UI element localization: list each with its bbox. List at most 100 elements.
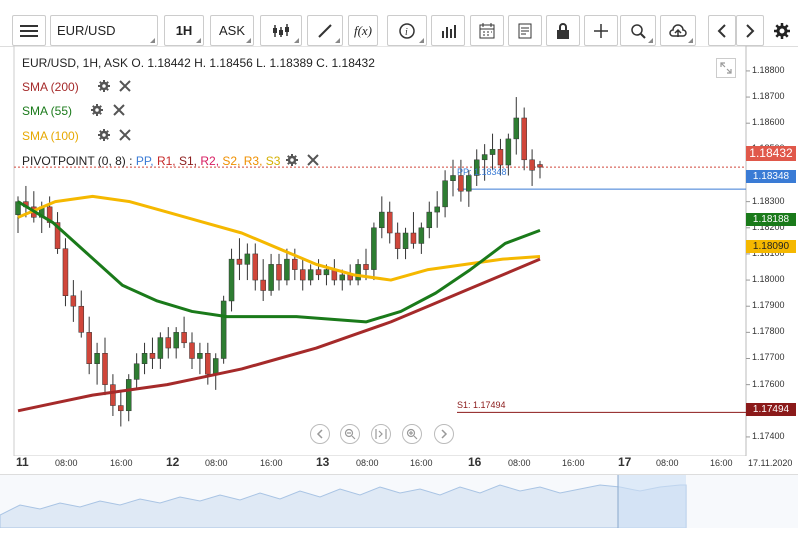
zoom-icon xyxy=(631,23,646,39)
s1-line-label: S1: 1.17494 xyxy=(457,400,506,410)
pivot-legend[interactable]: PIVOTPOINT (0, 8) : PP, R1, S1, R2, S2, … xyxy=(22,154,319,169)
candle-body xyxy=(497,149,504,166)
candle-body xyxy=(70,295,77,307)
candle-body xyxy=(426,211,433,229)
lock-button[interactable] xyxy=(546,15,580,46)
navigator-chart[interactable] xyxy=(0,475,798,529)
calendar-button[interactable] xyxy=(470,15,504,46)
time-tick: 08:00 xyxy=(656,458,679,468)
close-icon[interactable] xyxy=(307,154,319,169)
indicators-button[interactable]: f(x) xyxy=(348,15,378,46)
pivot-pp: PP, xyxy=(135,154,154,168)
candle-body xyxy=(236,258,243,265)
candle-body xyxy=(489,149,496,155)
candle-body xyxy=(54,222,61,249)
time-tick: 08:00 xyxy=(205,458,228,468)
candle-body xyxy=(481,154,488,161)
candle-body xyxy=(363,264,369,270)
sma55-legend[interactable]: SMA (55) xyxy=(22,104,125,119)
time-tick: 16:00 xyxy=(710,458,733,468)
symbol-selector[interactable]: EUR/USD xyxy=(50,15,158,46)
volume-button[interactable] xyxy=(431,15,465,46)
scroll-next-button[interactable] xyxy=(736,15,764,46)
candle-body xyxy=(529,159,535,171)
last-price-tag: 1.18432 xyxy=(746,146,796,161)
fullscreen-icon[interactable] xyxy=(716,58,736,78)
time-tick: 16:00 xyxy=(410,458,433,468)
next-icon xyxy=(746,23,755,38)
pp-price-tag: 1.18348 xyxy=(746,170,796,183)
candle-body xyxy=(371,227,377,270)
candle-body xyxy=(244,253,251,265)
gear-icon[interactable] xyxy=(91,104,104,119)
pan-right-button[interactable] xyxy=(434,424,454,444)
share-button[interactable] xyxy=(660,15,696,46)
draw-button[interactable] xyxy=(307,15,343,46)
close-icon[interactable] xyxy=(119,129,132,144)
gear-icon[interactable] xyxy=(98,129,111,144)
sma100-price-tag: 1.18090 xyxy=(746,240,796,253)
reset-button[interactable] xyxy=(371,424,391,444)
price-tick: 1.18600 xyxy=(752,117,785,128)
pan-left-button[interactable] xyxy=(310,424,330,444)
time-tick: 16 xyxy=(468,455,482,469)
candle-body xyxy=(402,232,409,249)
fx-icon: f(x) xyxy=(353,22,373,38)
pivot-r1: R1, xyxy=(156,154,176,168)
scroll-prev-button[interactable] xyxy=(708,15,736,46)
candle-body xyxy=(521,117,527,161)
candle-body xyxy=(125,379,132,412)
close-icon[interactable] xyxy=(119,80,132,95)
zoom-button[interactable] xyxy=(620,15,656,46)
toolbar: EUR/USD 1H ASK f(x) i xyxy=(0,0,798,47)
candle-body xyxy=(46,206,53,223)
menu-button[interactable] xyxy=(12,15,46,46)
zoom-in-button[interactable] xyxy=(402,424,422,444)
candle-body xyxy=(165,337,172,349)
candle-body xyxy=(307,269,314,281)
candle-body xyxy=(197,353,203,359)
s1-price-tag: 1.17494 xyxy=(746,403,796,416)
candle-body xyxy=(339,274,346,281)
price-type-selector[interactable]: ASK xyxy=(210,15,254,46)
chart-type-button[interactable] xyxy=(260,15,302,46)
navigator[interactable] xyxy=(0,474,798,529)
candle-body xyxy=(379,211,385,229)
gear-icon[interactable] xyxy=(98,80,111,95)
sma100-legend[interactable]: SMA (100) xyxy=(22,129,132,144)
candle-body xyxy=(466,175,472,192)
svg-text:i: i xyxy=(405,27,408,38)
menu-icon xyxy=(20,24,38,37)
close-icon[interactable] xyxy=(112,104,125,119)
candle-body xyxy=(442,180,448,208)
candle-body xyxy=(315,269,322,276)
time-tick: 17 xyxy=(618,455,632,469)
notes-button[interactable] xyxy=(508,15,542,46)
candle-body xyxy=(537,164,543,168)
sma200-line xyxy=(17,257,541,413)
candle-body xyxy=(355,264,361,281)
ohlc-legend: EUR/USD, 1H, ASK O. 1.18442 H. 1.18456 L… xyxy=(22,56,375,70)
cloud-upload-icon xyxy=(669,23,687,37)
candle-body xyxy=(252,253,259,281)
settings-icon xyxy=(774,22,790,39)
gear-icon[interactable] xyxy=(285,154,298,169)
pivot-r2: R2, xyxy=(200,154,220,168)
candle-body xyxy=(173,332,179,349)
prev-icon xyxy=(717,23,726,38)
crosshair-button[interactable] xyxy=(584,15,618,46)
candle-body xyxy=(62,248,69,297)
candle-body xyxy=(323,269,330,276)
pivot-label: PIVOTPOINT (0, 8) xyxy=(22,154,126,168)
price-tick: 1.17700 xyxy=(752,352,785,363)
price-chart[interactable] xyxy=(0,46,798,456)
candle-body xyxy=(157,337,164,359)
info-button[interactable]: i xyxy=(387,15,427,46)
sma200-legend[interactable]: SMA (200) xyxy=(22,80,132,95)
time-tick: 08:00 xyxy=(55,458,78,468)
settings-button[interactable] xyxy=(768,15,796,46)
zoom-out-button[interactable] xyxy=(340,424,360,444)
timeframe-selector[interactable]: 1H xyxy=(164,15,204,46)
chart-area[interactable] xyxy=(0,46,798,456)
price-tick: 1.17400 xyxy=(752,430,785,441)
